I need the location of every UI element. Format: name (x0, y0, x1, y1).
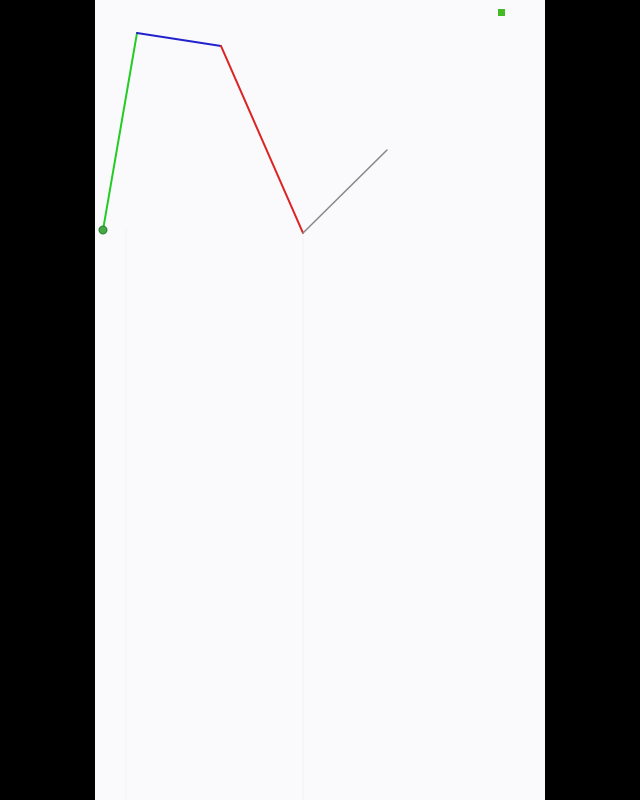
arm-segment-4[interactable] (302, 149, 388, 234)
arm-segment-1[interactable] (102, 32, 138, 231)
arm-segment-3[interactable] (220, 45, 304, 234)
arm-segment-2[interactable] (136, 32, 222, 47)
robot-arm-scene[interactable] (95, 0, 545, 800)
square-target-icon[interactable] (498, 9, 505, 16)
letterbox-right (545, 0, 640, 800)
circle-joint-icon[interactable] (98, 225, 108, 235)
game-canvas[interactable] (95, 0, 545, 800)
letterbox-left (0, 0, 95, 800)
